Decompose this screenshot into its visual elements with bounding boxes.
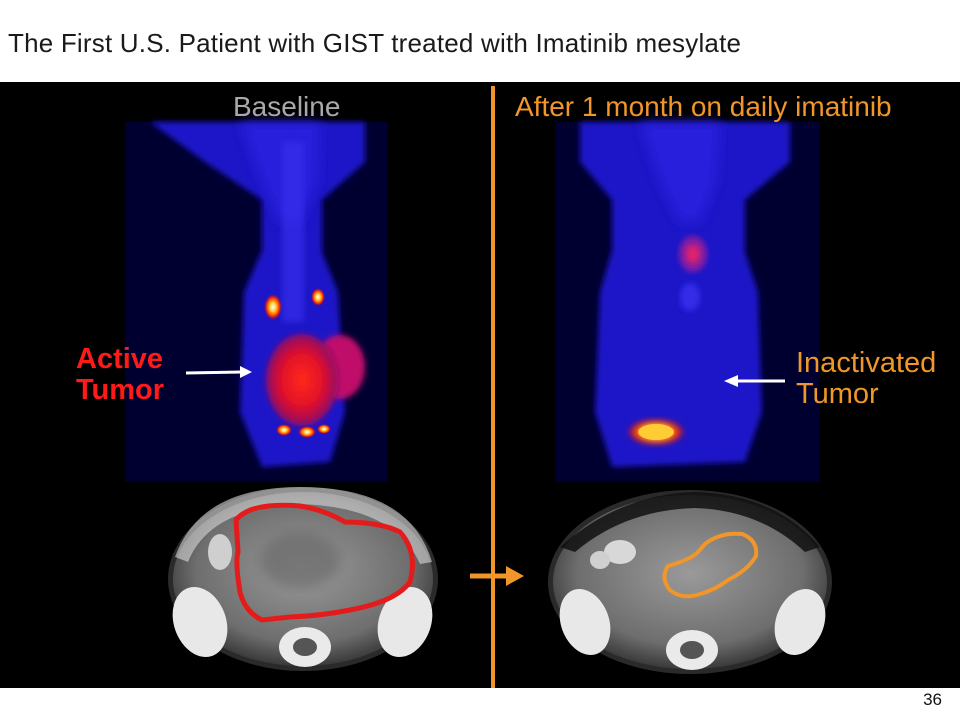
inactivated-tumor-arrow [724, 375, 785, 387]
active-tumor-label-line1: Active [76, 343, 164, 375]
inactivated-tumor-label-line2: Tumor [796, 378, 879, 411]
baseline-pet-scan [125, 122, 387, 482]
scan-images [125, 86, 832, 688]
active-tumor-arrow [185, 366, 252, 378]
scan-comparison-panel: Baseline After 1 month on daily imatinib… [0, 82, 960, 688]
after-treatment-label: After 1 month on daily imatinib [515, 91, 892, 122]
active-tumor-outline [233, 502, 415, 623]
page-number: 36 [923, 690, 942, 709]
transition-arrow [470, 566, 524, 586]
slide-title: The First U.S. Patient with GIST treated… [8, 28, 742, 58]
baseline-label: Baseline [233, 91, 341, 122]
active-tumor-label: Active Tumor [76, 343, 165, 407]
after-ct-scan [548, 490, 832, 674]
inactivated-tumor-label-line1: Inactivated [796, 347, 937, 379]
baseline-ct-scan [168, 487, 438, 671]
inactivated-tumor-outline [662, 531, 759, 599]
after-pet-scan [555, 122, 820, 482]
active-tumor-label-line2: Tumor [76, 374, 165, 407]
inactivated-tumor-label: Inactivated Tumor [796, 347, 937, 411]
